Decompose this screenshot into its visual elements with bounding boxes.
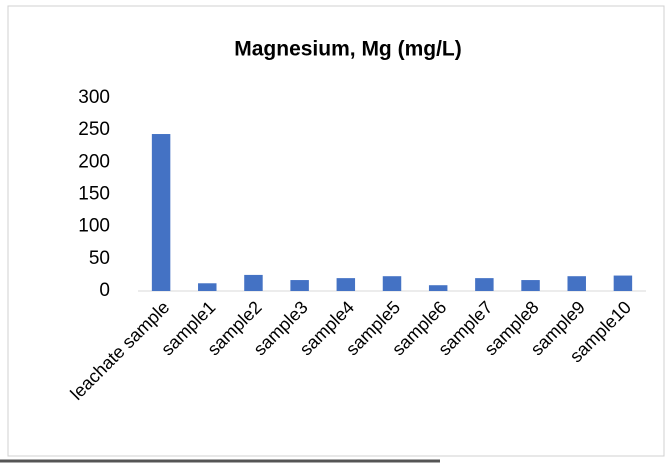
bar <box>428 285 448 291</box>
chart-border <box>7 5 665 457</box>
y-tick-label: 150 <box>78 184 110 205</box>
bar <box>475 278 494 291</box>
bar <box>613 275 633 291</box>
y-tick-label: 250 <box>78 119 110 140</box>
bar <box>198 283 217 291</box>
chart-title: Magnesium, Mg (mg/L) <box>234 38 462 61</box>
y-tick-label: 0 <box>99 280 110 301</box>
bar <box>567 276 586 291</box>
bar <box>290 280 309 291</box>
bar <box>521 280 540 291</box>
y-tick-label: 200 <box>78 151 110 172</box>
bar <box>244 274 263 291</box>
y-tick-label: 100 <box>78 216 110 237</box>
bar <box>151 134 171 291</box>
y-tick-label: 300 <box>78 87 110 108</box>
y-tick-label: 50 <box>89 248 110 269</box>
bar <box>336 278 356 291</box>
bar <box>382 276 402 291</box>
